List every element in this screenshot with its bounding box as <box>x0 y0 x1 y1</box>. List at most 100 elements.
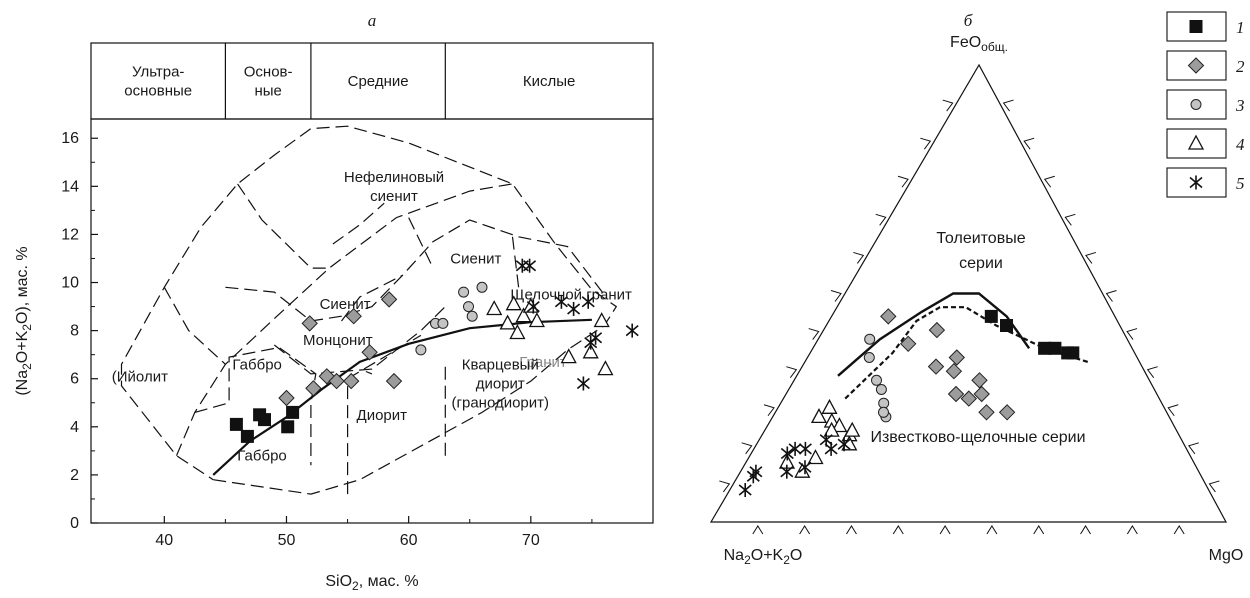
diamond-mark <box>978 404 995 421</box>
diamond-point <box>380 291 398 308</box>
right-tick <box>1002 99 1014 112</box>
text-part: , мас. % <box>359 573 419 590</box>
asterisk-point <box>798 441 812 456</box>
left-tick <box>942 99 954 112</box>
legend-label: 2 <box>1236 57 1245 76</box>
asterisk-stroke <box>554 296 568 308</box>
square-mark <box>281 420 295 434</box>
legend-item-5: 5 <box>1166 167 1245 198</box>
bottom-tick <box>892 525 904 535</box>
left-tick <box>808 328 820 340</box>
y-tick-label: 16 <box>61 130 79 147</box>
diamond-point <box>927 358 945 375</box>
dashed-boundary-line <box>844 306 1089 400</box>
asterisk-stroke <box>824 443 838 455</box>
y-tick-label: 12 <box>61 226 79 243</box>
y-tick-label: 8 <box>70 323 79 340</box>
apex-feo-label: FeOобщ. <box>950 34 1008 54</box>
x-tick-label: 70 <box>522 532 540 549</box>
asterisk-point <box>567 302 581 316</box>
field-boundary <box>347 334 422 380</box>
asterisk-point <box>523 258 537 273</box>
legend-label: 5 <box>1236 174 1245 193</box>
field-label: (гранодиорит) <box>452 395 550 412</box>
asterisk-point <box>554 294 568 309</box>
left-tick <box>741 442 753 455</box>
triangle-point <box>597 360 614 376</box>
triangle-point <box>844 421 861 437</box>
legend-label: 1 <box>1236 18 1245 37</box>
diamond-point <box>948 349 966 366</box>
diamond-point <box>945 362 963 380</box>
circle-mark <box>463 301 474 313</box>
triangle-mark <box>807 449 824 465</box>
field-label: сиенит <box>370 188 418 205</box>
diamond-point <box>998 404 1016 421</box>
y-tick-label: 14 <box>61 178 79 195</box>
field-label: Диорит <box>357 407 408 424</box>
right-tick <box>1064 213 1076 226</box>
field-boundary <box>341 274 403 322</box>
square-mark <box>286 405 300 419</box>
triangle-point <box>560 348 577 364</box>
left-tick <box>853 251 865 264</box>
diamond-mark <box>361 344 378 361</box>
header-label: Основ- <box>244 64 293 81</box>
legend-marker <box>1189 175 1203 190</box>
circle-mark <box>466 310 478 322</box>
asterisk-point <box>589 330 603 345</box>
left-tick <box>830 290 842 302</box>
field-label: Габбро <box>237 448 287 465</box>
triangle-mark <box>515 307 532 323</box>
y-tick-label: 6 <box>70 371 79 388</box>
bottom-tick <box>1033 525 1045 535</box>
triangle-mark <box>831 417 848 433</box>
legend-item-2: 2 <box>1166 50 1245 81</box>
diamond-mark <box>960 390 978 407</box>
asterisk-stroke <box>576 377 590 390</box>
right-tick <box>1126 328 1138 340</box>
diamond-mark <box>1187 57 1205 74</box>
left-tick <box>763 404 775 417</box>
field-boundary <box>237 183 330 269</box>
triangle-mark <box>509 324 526 340</box>
circle-point <box>458 286 470 298</box>
solid-boundary-line <box>837 292 1031 377</box>
x-axis-label: SiO2, мас. % <box>325 573 418 593</box>
diamond-mark <box>301 315 318 332</box>
subscript: общ. <box>981 40 1008 54</box>
circle-mark <box>864 333 876 345</box>
header-label: ные <box>254 83 281 100</box>
triangle-point <box>593 312 610 328</box>
diamond-point <box>342 372 360 390</box>
field-boundary <box>365 370 373 375</box>
y-tick-label: 0 <box>70 515 79 532</box>
bottom-tick <box>752 525 764 535</box>
x-tick-label: 40 <box>155 532 173 549</box>
field-boundary <box>408 217 434 269</box>
right-tick <box>1146 366 1158 378</box>
square-mark <box>240 429 254 443</box>
left-tick <box>719 480 731 493</box>
panel-a: а Ультра-основные Основ-ные Средние Кислые 0 2… <box>14 11 654 593</box>
diamond-mark <box>380 291 398 308</box>
diamond-point <box>301 315 318 332</box>
right-tick <box>1167 404 1179 417</box>
field-label: Сиенит <box>450 250 501 267</box>
bottom-tick <box>1126 525 1138 535</box>
circle-point <box>878 397 890 409</box>
right-tick <box>1208 480 1220 493</box>
circle-mark <box>878 397 890 409</box>
circle-point <box>476 281 488 293</box>
triangle-point <box>515 307 532 323</box>
asterisk-stroke <box>625 324 639 337</box>
y-axis-label: (Na2O+K2O), мас. % <box>14 246 34 395</box>
bottom-tick <box>846 525 857 535</box>
square-point <box>258 413 271 427</box>
asterisk-point <box>526 299 540 314</box>
legend-label: 3 <box>1235 96 1245 115</box>
diamond-mark <box>998 404 1016 421</box>
triangle-mark <box>810 408 828 424</box>
field-boundary <box>511 236 520 288</box>
